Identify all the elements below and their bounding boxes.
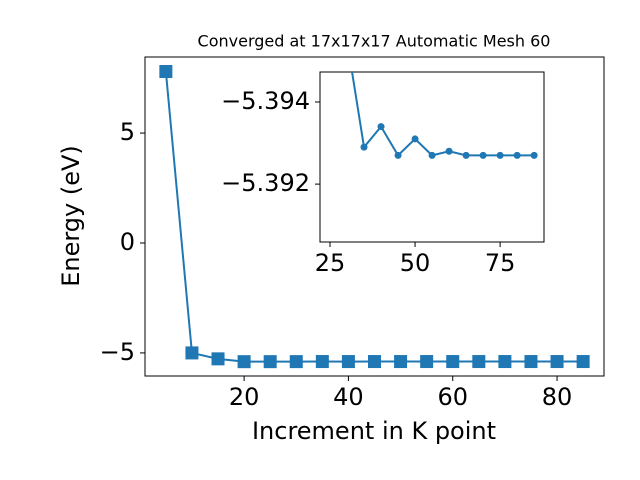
marker	[411, 135, 419, 143]
marker	[446, 355, 460, 369]
marker	[377, 123, 385, 131]
y-tick-label: −5	[100, 338, 135, 366]
marker	[530, 151, 538, 159]
x-tick-label: 60	[437, 383, 468, 411]
marker	[524, 355, 538, 369]
y-tick-label: −5.394	[221, 87, 310, 115]
marker	[360, 143, 368, 151]
marker	[472, 355, 486, 369]
marker	[428, 151, 436, 159]
marker	[479, 151, 487, 159]
marker	[550, 355, 564, 369]
x-axis-label: Increment in K point	[252, 417, 496, 445]
plot-content	[159, 65, 590, 369]
x-tick-label: 20	[229, 383, 260, 411]
marker	[576, 355, 590, 369]
marker	[185, 346, 199, 360]
x-tick-label: 80	[542, 383, 573, 411]
x-tick-label: 40	[333, 383, 364, 411]
y-axis-label: Energy (eV)	[57, 145, 85, 287]
marker	[513, 151, 521, 159]
marker	[445, 147, 453, 155]
plot-content	[351, 72, 538, 159]
marker	[315, 355, 329, 369]
y-tick-label: 5	[120, 118, 135, 146]
marker	[263, 355, 277, 369]
marker	[289, 355, 303, 369]
y-tick-label: 0	[120, 228, 135, 256]
chart-title: Converged at 17x17x17 Automatic Mesh 60	[198, 32, 551, 51]
marker	[368, 355, 381, 369]
marker	[159, 65, 173, 79]
x-tick-label: 75	[485, 249, 516, 277]
marker	[341, 355, 355, 369]
marker	[394, 151, 402, 159]
marker	[420, 355, 434, 369]
marker	[237, 355, 251, 369]
x-tick-label: 25	[315, 249, 346, 277]
marker	[211, 352, 225, 366]
marker	[394, 355, 408, 369]
y-tick-label: −5.392	[221, 169, 310, 197]
marker	[498, 355, 512, 369]
x-tick-label: 50	[400, 249, 431, 277]
marker	[462, 151, 470, 159]
marker	[496, 151, 504, 159]
